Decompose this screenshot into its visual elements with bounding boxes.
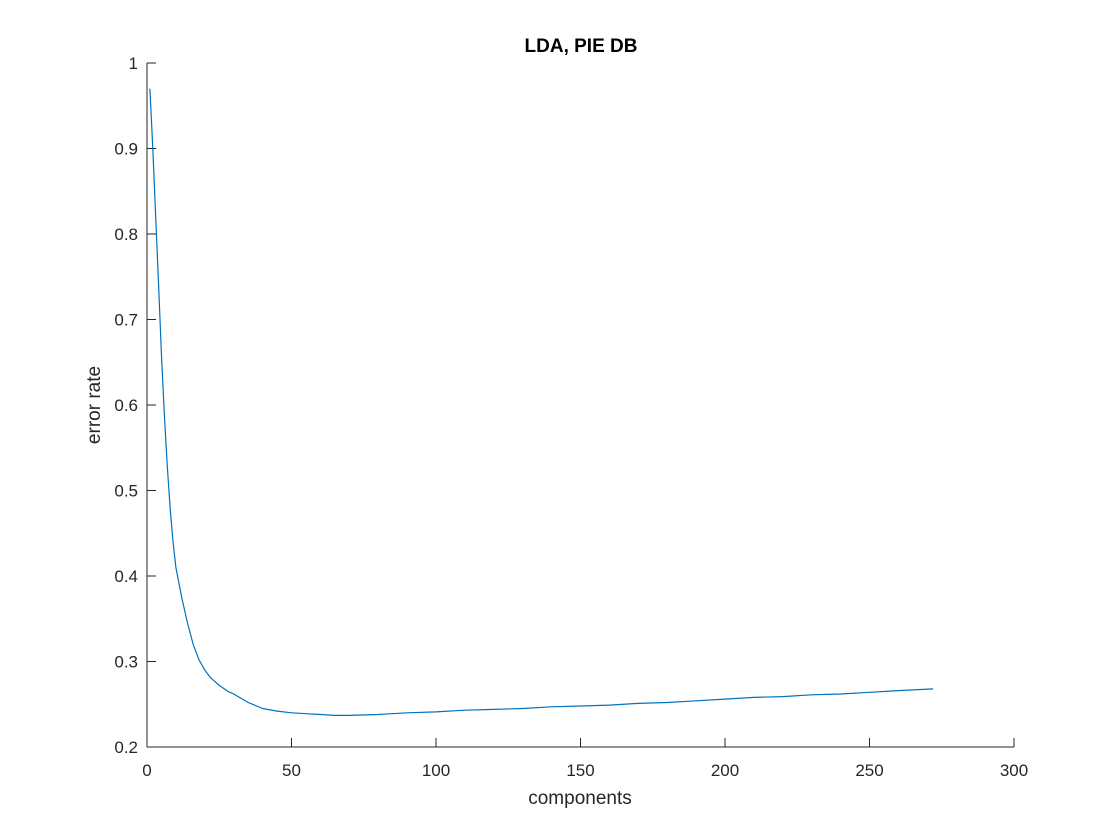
axes: 0 50 100 150 200 250 300 0.2 0.3 0.4 0.5 0.6 0.7 0.8 0… bbox=[114, 54, 1028, 780]
x-tick-label: 250 bbox=[855, 761, 883, 780]
x-tick-label: 50 bbox=[282, 761, 301, 780]
x-tick-label: 150 bbox=[566, 761, 594, 780]
x-axis-label: components bbox=[528, 788, 632, 809]
chart-title: LDA, PIE DB bbox=[525, 36, 638, 57]
y-tick-label: 0.6 bbox=[114, 396, 138, 415]
plot-area bbox=[149, 88, 934, 717]
y-tick-label: 0.3 bbox=[114, 653, 138, 672]
x-tick-label: 300 bbox=[1000, 761, 1028, 780]
series-line bbox=[149, 88, 934, 717]
x-tick-label: 200 bbox=[711, 761, 739, 780]
y-tick-label: 0.7 bbox=[114, 311, 138, 330]
y-tick-label: 0.8 bbox=[114, 225, 138, 244]
x-tick-label: 100 bbox=[422, 761, 450, 780]
y-tick-label: 0.5 bbox=[114, 482, 138, 501]
y-tick-label: 0.2 bbox=[114, 738, 138, 757]
y-axis-label: error rate bbox=[84, 366, 105, 444]
y-tick-label: 0.9 bbox=[114, 140, 138, 159]
y-tick-label: 0.4 bbox=[114, 567, 138, 586]
y-tick-label: 1 bbox=[129, 54, 138, 73]
x-tick-label: 0 bbox=[142, 761, 151, 780]
